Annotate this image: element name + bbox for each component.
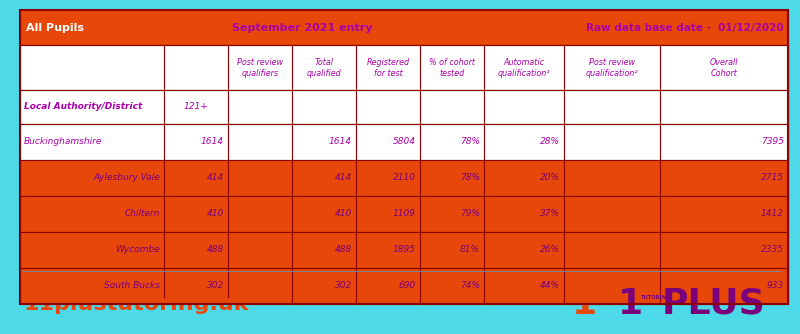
Text: Local Authority/District: Local Authority/District bbox=[24, 103, 142, 111]
Text: 37%: 37% bbox=[540, 209, 560, 218]
Text: 2335: 2335 bbox=[761, 245, 784, 254]
Text: Post review
qualifiers: Post review qualifiers bbox=[237, 57, 283, 78]
Text: 78%: 78% bbox=[460, 137, 480, 146]
Text: 1: 1 bbox=[618, 287, 642, 321]
Text: PLUS: PLUS bbox=[662, 287, 766, 321]
Bar bbox=[20, 160, 788, 196]
Text: 1895: 1895 bbox=[393, 245, 416, 254]
Text: 690: 690 bbox=[398, 282, 416, 290]
Bar bbox=[20, 45, 788, 90]
Bar bbox=[20, 10, 788, 45]
Text: All Pupils: All Pupils bbox=[26, 23, 85, 32]
Text: 933: 933 bbox=[766, 282, 784, 290]
Text: Post review
qualification²: Post review qualification² bbox=[586, 57, 638, 78]
Text: 414: 414 bbox=[334, 173, 352, 182]
Text: 78%: 78% bbox=[460, 173, 480, 182]
Text: 488: 488 bbox=[206, 245, 224, 254]
Text: 26%: 26% bbox=[540, 245, 560, 254]
Text: % of cohort
tested: % of cohort tested bbox=[429, 57, 475, 78]
Text: 81%: 81% bbox=[460, 245, 480, 254]
Text: 2110: 2110 bbox=[393, 173, 416, 182]
Text: Chiltern: Chiltern bbox=[125, 209, 160, 218]
Text: 121+: 121+ bbox=[184, 103, 208, 111]
Text: Overall
Cohort: Overall Cohort bbox=[710, 57, 738, 78]
Text: 20%: 20% bbox=[540, 173, 560, 182]
Text: 1614: 1614 bbox=[329, 137, 352, 146]
Bar bbox=[20, 196, 788, 232]
Bar bbox=[20, 10, 788, 304]
Text: Automatic
qualification¹: Automatic qualification¹ bbox=[498, 57, 550, 78]
Text: Wycombe: Wycombe bbox=[115, 245, 160, 254]
Text: 414: 414 bbox=[206, 173, 224, 182]
Text: Total
qualified: Total qualified bbox=[306, 57, 342, 78]
Bar bbox=[20, 90, 788, 124]
Text: 1109: 1109 bbox=[393, 209, 416, 218]
Text: 11plustutoring.uk: 11plustutoring.uk bbox=[24, 294, 250, 314]
Text: 488: 488 bbox=[334, 245, 352, 254]
Text: 2715: 2715 bbox=[761, 173, 784, 182]
Text: September 2021 entry: September 2021 entry bbox=[232, 23, 373, 32]
Text: 410: 410 bbox=[206, 209, 224, 218]
Bar bbox=[20, 232, 788, 268]
Text: 5804: 5804 bbox=[393, 137, 416, 146]
Text: 1614: 1614 bbox=[201, 137, 224, 146]
Text: 1412: 1412 bbox=[761, 209, 784, 218]
Text: 410: 410 bbox=[334, 209, 352, 218]
Bar bbox=[20, 268, 788, 304]
Text: 44%: 44% bbox=[540, 282, 560, 290]
Text: 1: 1 bbox=[572, 287, 597, 321]
Text: 28%: 28% bbox=[540, 137, 560, 146]
Text: Buckinghamshire: Buckinghamshire bbox=[24, 137, 102, 146]
Bar bbox=[20, 124, 788, 160]
Text: Registered
for test: Registered for test bbox=[366, 57, 410, 78]
Text: 79%: 79% bbox=[460, 209, 480, 218]
Text: TUTORING: TUTORING bbox=[640, 295, 670, 300]
Text: Raw data base date -  01/12/2020: Raw data base date - 01/12/2020 bbox=[586, 23, 784, 32]
Text: 74%: 74% bbox=[460, 282, 480, 290]
Text: Aylesbury Vale: Aylesbury Vale bbox=[94, 173, 160, 182]
Text: South Bucks: South Bucks bbox=[104, 282, 160, 290]
Text: 302: 302 bbox=[206, 282, 224, 290]
Text: 302: 302 bbox=[334, 282, 352, 290]
Text: 7395: 7395 bbox=[761, 137, 784, 146]
